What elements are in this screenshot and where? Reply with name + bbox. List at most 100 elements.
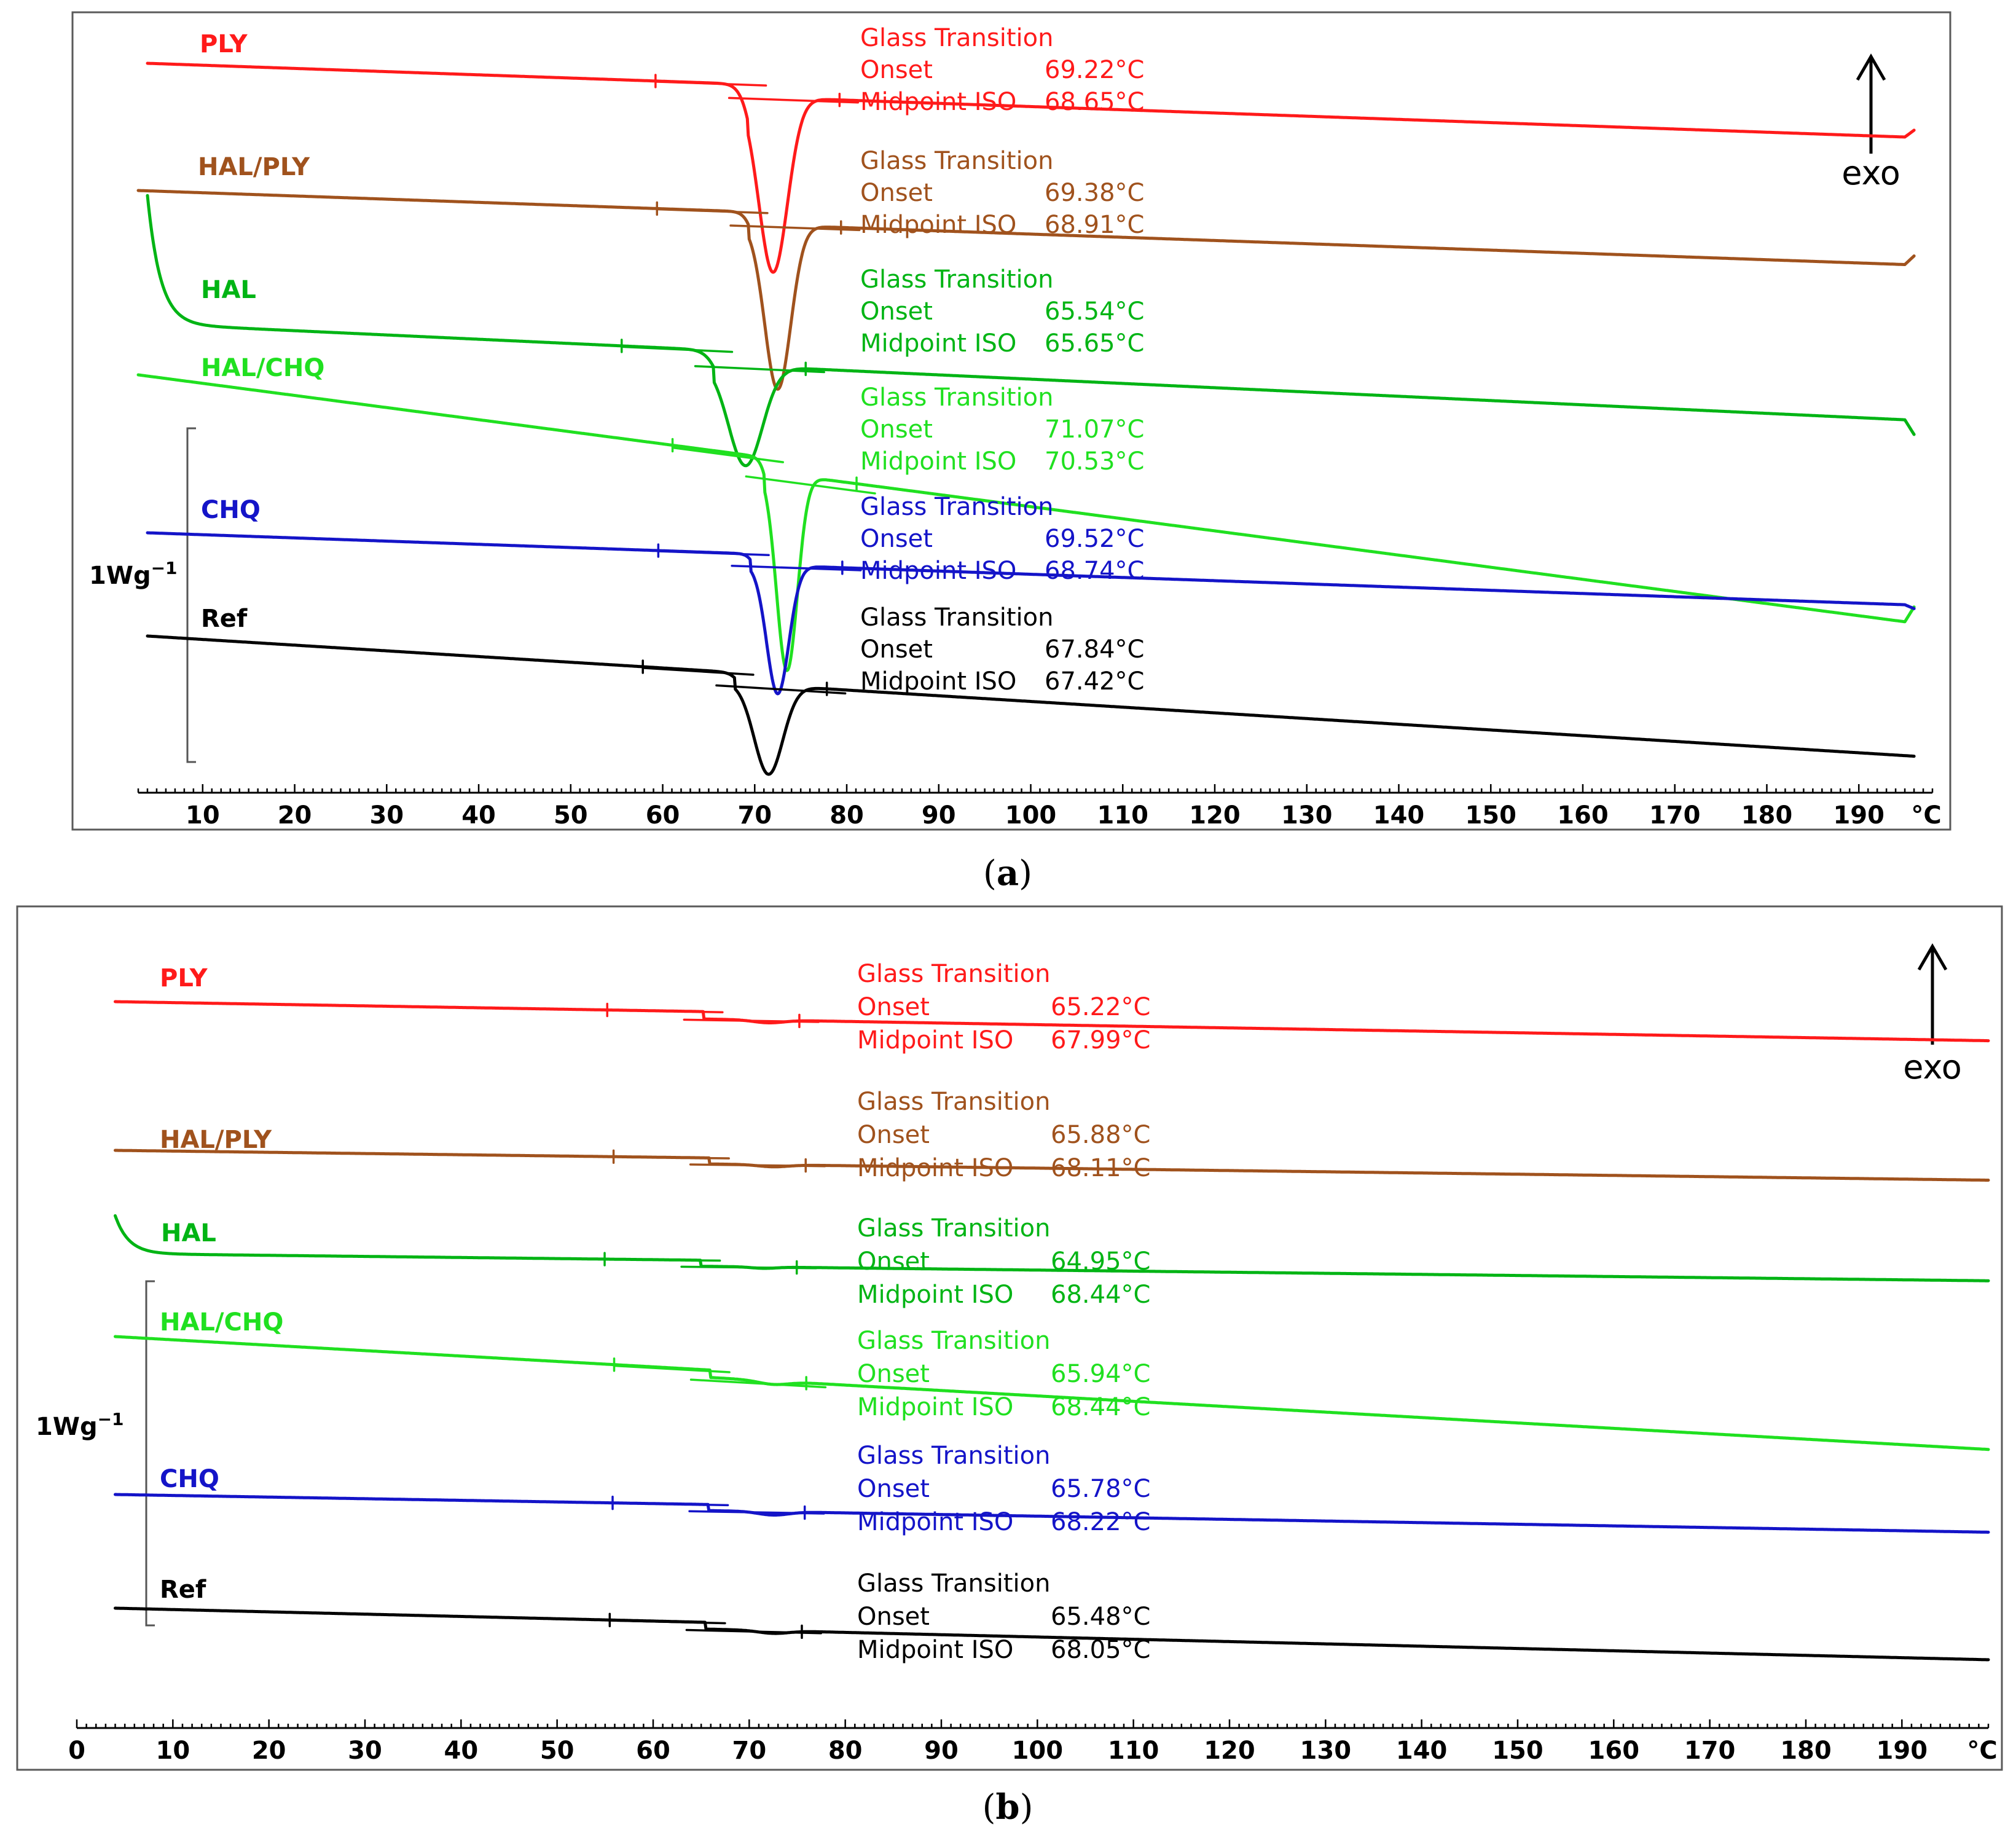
- x-tick-label: 0: [68, 1737, 85, 1765]
- x-tick-label: 150: [1492, 1737, 1543, 1765]
- series-label-chq: CHQ: [160, 1465, 219, 1493]
- tangent-line-post: [715, 684, 847, 695]
- x-tick-label: 160: [1588, 1737, 1640, 1765]
- series-curve-hal: [146, 194, 1916, 468]
- annotation-title: Glass Transition: [857, 1327, 1050, 1355]
- x-tick-label: 180: [1741, 801, 1793, 830]
- x-tick-label: 90: [924, 1737, 959, 1765]
- x-tick-label: 180: [1780, 1737, 1832, 1765]
- x-tick-label: 20: [278, 801, 312, 830]
- x-tick-label: 50: [540, 1737, 575, 1765]
- tangent-line-post: [685, 1628, 823, 1635]
- annotation-title: Glass Transition: [857, 1442, 1050, 1470]
- annotation-onset-label: Onset: [860, 56, 933, 84]
- x-tick-label: 40: [444, 1737, 478, 1765]
- x-tick-label: 120: [1204, 1737, 1255, 1765]
- panel-a-frame: [71, 11, 1951, 831]
- series-hal-ply: HAL/PLY Glass Transition Onset 65.88°C Midpo…: [114, 1088, 1990, 1182]
- scale-bar-label: 1Wg−1: [89, 558, 178, 590]
- annotation-title: Glass Transition: [860, 603, 1053, 632]
- tangent-line-post: [731, 564, 862, 571]
- tangent-line-post: [689, 1378, 827, 1389]
- series-label-ply: PLY: [200, 30, 248, 58]
- x-tick-label: 10: [155, 1737, 190, 1765]
- annotation-onset-label: Onset: [857, 1603, 930, 1631]
- series-curve-ref: [114, 1606, 1990, 1662]
- tangent-line-post: [745, 475, 876, 495]
- annotation-onset-value: 69.38°C: [1045, 179, 1144, 207]
- annotation-title: Glass Transition: [857, 1569, 1050, 1598]
- annotation-onset-value: 69.52°C: [1045, 525, 1144, 553]
- exo-arrow-head: [1917, 943, 1948, 971]
- annotation-title: Glass Transition: [857, 1214, 1050, 1243]
- series-curve-ply: [146, 61, 1916, 274]
- series-ply: PLY Glass Transition Onset 65.22°C Midpoint …: [114, 960, 1990, 1054]
- panel-b-chart: 0 10 20 30 40 50 60 70 80 90 100 110 120 130 140 150 160…: [16, 905, 2003, 1771]
- annotation-midpoint-value: 67.42°C: [1045, 667, 1144, 696]
- annotation-midpoint-label: Midpoint ISO: [857, 1154, 1013, 1182]
- annotation-title: Glass Transition: [860, 147, 1053, 175]
- annotation-midpoint-value: 68.11°C: [1051, 1154, 1150, 1182]
- tangent-line-pre: [603, 1258, 721, 1262]
- series-curve-ply: [114, 1000, 1990, 1043]
- series-hal-ply: HAL/PLY Glass Transition Onset 69.38°C Midpo…: [136, 147, 1916, 391]
- series-label-ply: PLY: [160, 964, 208, 992]
- tangent-line-pre: [621, 345, 734, 353]
- annotation-midpoint-value: 68.44°C: [1051, 1281, 1150, 1309]
- x-tick-label: 60: [636, 1737, 670, 1765]
- tangent-line-post: [683, 1018, 820, 1023]
- x-tick-label: 90: [922, 801, 956, 830]
- x-unit-label: °C: [1911, 801, 1941, 830]
- annotation-midpoint-label: Midpoint ISO: [857, 1508, 1013, 1536]
- annotation-midpoint-label: Midpoint ISO: [860, 667, 1016, 696]
- annotation-onset-label: Onset: [860, 415, 933, 444]
- x-tick-label: 80: [828, 1737, 863, 1765]
- tangent-line-post: [694, 365, 825, 374]
- scale-bar-bracket: [145, 1280, 155, 1627]
- x-tick-label: 100: [1012, 1737, 1064, 1765]
- series-hal-chq: HAL/CHQ Glass Transition Onset 65.94°C Midpo…: [114, 1308, 1990, 1451]
- x-tick-label: 40: [461, 801, 496, 830]
- x-tick-label: 170: [1649, 801, 1701, 830]
- annotation-onset-label: Onset: [857, 1121, 930, 1149]
- tangent-line-pre: [656, 208, 769, 214]
- x-tick-label: 70: [732, 1737, 766, 1765]
- series-chq: CHQ Glass Transition Onset 69.52°C Midpoint …: [146, 493, 1916, 696]
- tangent-line-post: [728, 96, 860, 104]
- tangent-line-post: [688, 1510, 825, 1515]
- annotation-midpoint-value: 67.99°C: [1051, 1026, 1150, 1054]
- x-tick-label: 60: [646, 801, 680, 830]
- x-tick-label: 160: [1557, 801, 1609, 830]
- annotation-title: Glass Transition: [860, 383, 1053, 412]
- exo-label: exo: [1903, 1048, 1962, 1086]
- annotation-midpoint-value: 68.74°C: [1045, 557, 1144, 585]
- caption-b-letter: b: [995, 1787, 1019, 1828]
- annotation-onset-value: 64.95°C: [1051, 1247, 1150, 1276]
- annotation-title: Glass Transition: [860, 493, 1053, 521]
- annotation-midpoint-value: 68.05°C: [1051, 1636, 1150, 1664]
- caption-a: (a): [983, 853, 1032, 893]
- annotation-onset-label: Onset: [860, 179, 933, 207]
- tangent-line-pre: [657, 550, 770, 557]
- series-curve-hal-ply: [136, 189, 1916, 391]
- tangent-line-pre: [612, 1155, 730, 1160]
- annotation-midpoint-label: Midpoint ISO: [857, 1026, 1013, 1054]
- annotation-midpoint-value: 68.44°C: [1051, 1393, 1150, 1421]
- annotation-onset-label: Onset: [857, 993, 930, 1021]
- series-hal: HAL Glass Transition Onset 65.54°C Midpoint …: [146, 194, 1916, 468]
- series-hal-chq: HAL/CHQ Glass Transition Onset 71.07°C Midpo…: [136, 354, 1916, 672]
- scale-bar-exponent: −1: [151, 558, 178, 578]
- exo-label: exo: [1841, 154, 1900, 192]
- panel-a-chart: 10 20 30 40 50 60 70 80 90 100 110 120 130 140 150 160 1…: [71, 11, 1951, 831]
- tangent-line-pre: [654, 81, 767, 87]
- series-curve-chq: [114, 1493, 1990, 1534]
- series-label-hal: HAL: [201, 276, 256, 304]
- series-hal: HAL Glass Transition Onset 64.95°C Midpoint …: [114, 1214, 1990, 1309]
- annotation-midpoint-label: Midpoint ISO: [857, 1393, 1013, 1421]
- x-tick-label: 100: [1005, 801, 1057, 830]
- annotation-onset-label: Onset: [857, 1247, 930, 1276]
- annotation-onset-label: Onset: [860, 525, 933, 553]
- series-label-ref: Ref: [201, 605, 248, 633]
- annotation-onset-label: Onset: [857, 1475, 930, 1503]
